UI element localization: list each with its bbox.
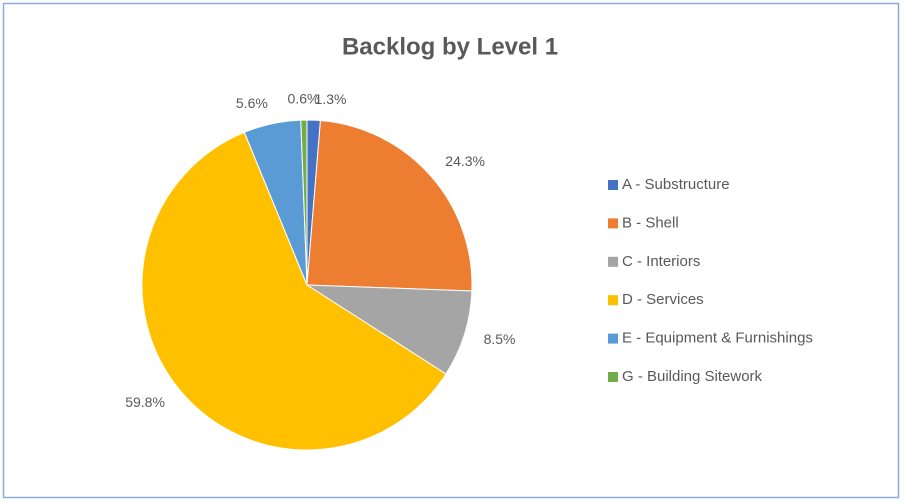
legend-swatch bbox=[608, 218, 618, 229]
data-label: 5.6% bbox=[236, 95, 268, 111]
pie-slice bbox=[141, 131, 447, 451]
pie-slice bbox=[305, 284, 473, 375]
pie-slice bbox=[300, 119, 308, 286]
legend-swatch bbox=[608, 180, 618, 190]
data-label: 59.8% bbox=[125, 394, 165, 410]
legend-swatch bbox=[608, 295, 618, 306]
legend-label: A - Substructure bbox=[622, 176, 730, 193]
data-label: 1.3% bbox=[315, 91, 347, 107]
data-label: 24.3% bbox=[445, 153, 485, 169]
legend-swatch bbox=[608, 333, 618, 344]
legend-label: C - Interiors bbox=[622, 253, 700, 270]
legend-label: D - Services bbox=[622, 291, 704, 308]
pie-slice bbox=[306, 120, 473, 292]
data-label: 8.5% bbox=[484, 331, 516, 347]
legend-swatch bbox=[608, 372, 618, 382]
legend-label: E - Equipment & Furnishings bbox=[622, 330, 813, 347]
legend-label: G - Building Sitework bbox=[622, 368, 763, 385]
chart-title: Backlog by Level 1 bbox=[342, 33, 558, 60]
legend-swatch bbox=[608, 256, 618, 267]
legend-label: B - Shell bbox=[622, 214, 679, 231]
data-label: 0.6% bbox=[288, 91, 320, 107]
